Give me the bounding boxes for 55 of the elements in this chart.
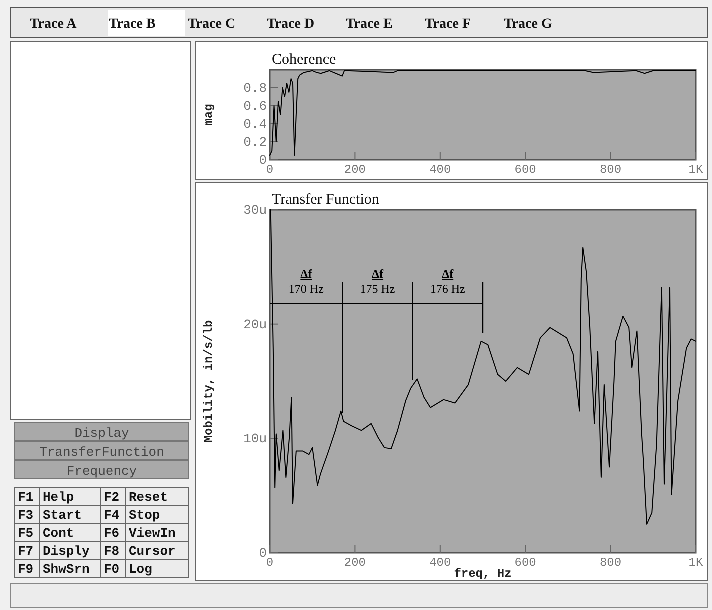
x-tick-label: 1K [688,556,704,570]
text: Trace D [267,17,315,32]
y-tick-label: 0.4 [244,117,268,132]
x-tick-label: 600 [514,556,536,570]
text: Stop [129,508,160,523]
text: Trace A [30,17,78,32]
text: Reset [129,490,168,505]
x-tick-label: 600 [514,163,536,177]
y-axis-title: Mobility, in/s/lb [202,320,216,443]
x-axis-title: freq, Hz [454,567,512,581]
text: F6 [104,526,120,541]
x-tick-label: 400 [430,163,452,177]
chart-title: Coherence [272,52,336,68]
chart-title: Transfer Function [272,192,380,208]
text: F3 [18,508,34,523]
text: Trace F [425,17,471,32]
text: F0 [104,562,120,577]
y-tick-label: 30u [244,203,267,218]
text: F5 [18,526,34,541]
annotation: Δf 175 Hz [360,267,396,296]
text: F2 [104,490,120,505]
x-tick-label: 200 [344,163,366,177]
text: F8 [104,544,120,559]
y-tick-label: 20u [244,317,267,332]
text: Display [74,426,130,441]
y-axis-title: mag [202,104,216,126]
text: Frequency [66,464,138,479]
x-tick-label: 800 [600,556,622,570]
x-tick-label: 800 [600,163,622,177]
text: F9 [18,562,34,577]
annotation: Δf 176 Hz [430,267,466,296]
text: Start [43,508,82,523]
y-tick-label: 0.8 [244,81,267,96]
text: TransferFunction [40,445,164,460]
text: Trace B [109,17,156,32]
text: F4 [104,508,120,523]
text: ViewIn [129,526,176,541]
text: Cursor [129,544,176,559]
text: Trace C [188,17,236,32]
y-tick-label: 0.2 [244,135,267,150]
y-tick-label: 0.6 [244,99,267,114]
text: Trace E [346,17,393,32]
annotation: Δf 170 Hz [288,267,324,296]
y-tick-label: 10u [244,432,267,447]
text: Cont [43,526,74,541]
text: Trace G [504,17,552,32]
text: F1 [18,490,34,505]
text: Help [43,490,74,505]
x-tick-label: 1K [688,163,704,177]
x-tick-label: 200 [344,556,366,570]
x-tick-label: 400 [430,556,452,570]
text: Disply [43,544,90,559]
text: Log [129,562,153,577]
text: F7 [18,544,34,559]
text: ShwSrn [43,562,90,577]
